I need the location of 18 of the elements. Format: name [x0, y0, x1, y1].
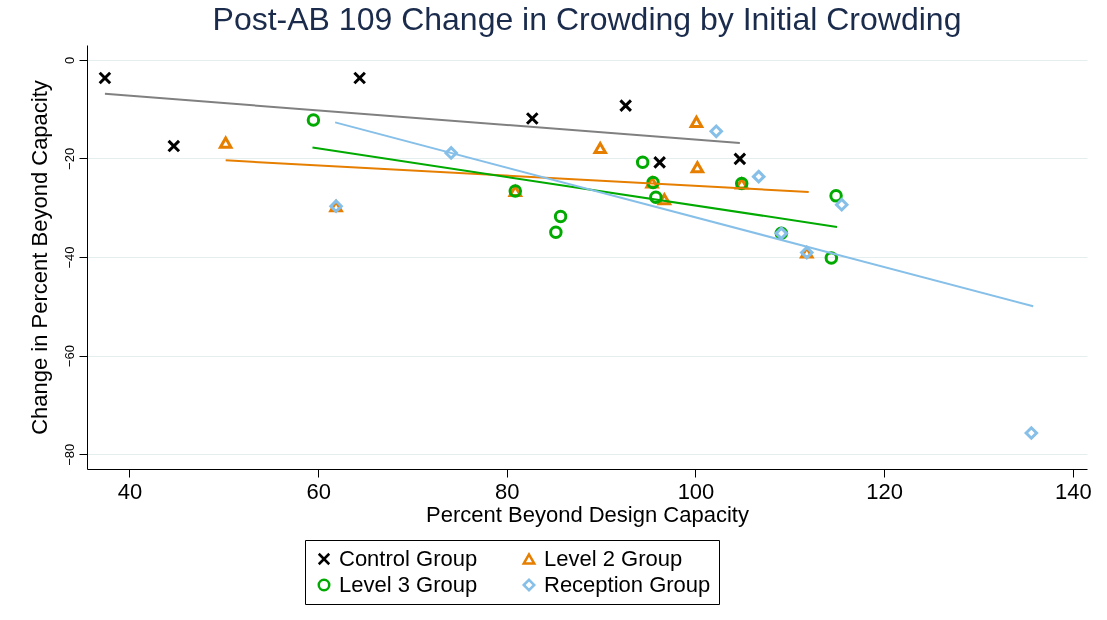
legend-label: Level 3 Group	[339, 572, 478, 597]
legend-label: Control Group	[339, 546, 478, 571]
x-tick-label: 140	[1054, 478, 1092, 504]
y-tick-label: 0	[61, 56, 77, 64]
y-tick-label: −60	[61, 345, 77, 368]
y-tick-label: −80	[61, 443, 77, 466]
y-tick-label: −40	[61, 246, 77, 269]
y-axis-title: Change in Percent Beyond Capacity	[26, 80, 52, 435]
legend-label: Level 2 Group	[544, 546, 683, 571]
y-tick-label: −20	[61, 147, 77, 170]
x-tick-label: 80	[495, 478, 520, 504]
chart-title: Post-AB 109 Change in Crowding by Initial Crowding	[212, 1, 962, 37]
x-tick-label: 40	[117, 478, 143, 504]
x-tick-label: 100	[677, 478, 715, 504]
x-tick-label: 60	[306, 478, 331, 504]
x-axis-title: Percent Beyond Design Capacity	[426, 501, 749, 527]
x-tick-label: 120	[866, 478, 904, 504]
legend-label: Reception Group	[544, 572, 711, 597]
